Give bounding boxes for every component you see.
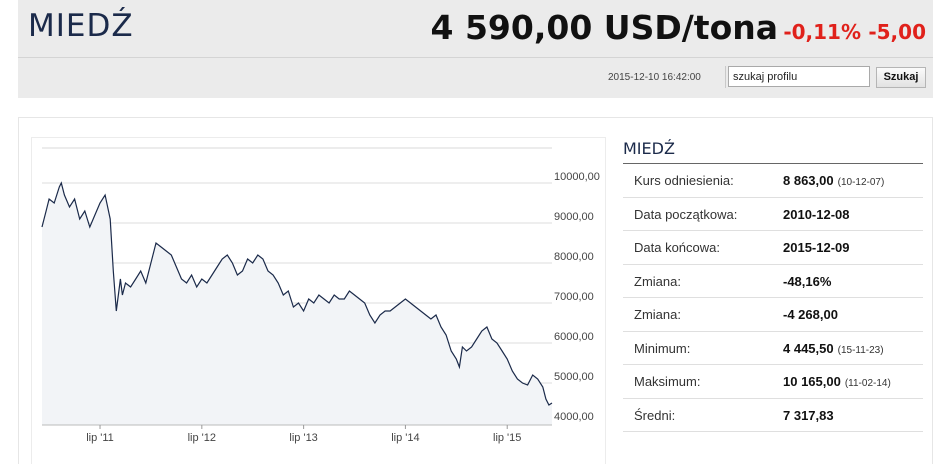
info-row-value: -48,16% bbox=[783, 274, 831, 289]
x-tick-label: lip '13 bbox=[289, 432, 317, 444]
current-price: 4 590,00 USD/tona bbox=[430, 8, 779, 47]
info-title: MIEDŹ bbox=[623, 134, 923, 164]
info-row-date: (15-11-23) bbox=[837, 344, 884, 356]
price-area bbox=[42, 183, 552, 425]
header-divider bbox=[18, 57, 933, 58]
info-row-value-text: 8 863,00 bbox=[783, 173, 834, 188]
info-row: Średni: 7 317,83 bbox=[623, 399, 923, 432]
x-tick-label: lip '12 bbox=[188, 432, 216, 444]
y-tick-label: 6000,00 bbox=[554, 331, 594, 343]
info-row-label: Zmiana: bbox=[634, 273, 681, 289]
info-row-label: Średni: bbox=[634, 407, 676, 423]
info-row: Data końcowa: 2015-12-09 bbox=[623, 231, 923, 265]
info-row-value: 4 445,50 (15-11-23) bbox=[783, 341, 884, 356]
y-tick-label: 5000,00 bbox=[554, 371, 594, 383]
info-row: Minimum: 4 445,50 (15-11-23) bbox=[623, 332, 923, 365]
chart-canvas: 10000,00 9000,00 8000,00 7000,00 6000,00 5000… bbox=[41, 147, 600, 444]
info-row-value-text: 2010-12-08 bbox=[783, 206, 850, 222]
info-row-value: 2010-12-08 bbox=[783, 207, 850, 222]
page-title: MIEDŹ bbox=[28, 8, 134, 44]
search-button[interactable]: Szukaj bbox=[876, 67, 926, 88]
info-row-value-text: 2015-12-09 bbox=[783, 240, 850, 255]
info-row-value: -4 268,00 bbox=[783, 307, 838, 322]
info-row-value-text: 7 317,83 bbox=[783, 407, 834, 423]
y-tick-label: 8000,00 bbox=[554, 251, 594, 263]
info-row: Kurs odniesienia: 8 863,00 (10-12-07) bbox=[623, 164, 923, 198]
info-row-label: Kurs odniesienia: bbox=[634, 173, 734, 188]
x-tick-label: lip '14 bbox=[391, 432, 419, 444]
vertical-divider bbox=[725, 66, 726, 88]
price-chart: 10000,00 9000,00 8000,00 7000,00 6000,00 5000… bbox=[31, 137, 606, 464]
info-row: Zmiana: -48,16% bbox=[623, 265, 923, 298]
info-row-label: Data początkowa: bbox=[634, 206, 738, 222]
info-row-value-text: -48,16% bbox=[783, 273, 832, 289]
info-row-value: 7 317,83 bbox=[783, 408, 834, 423]
y-tick-label: 10000,00 bbox=[554, 171, 600, 183]
info-row-value-text: -4 268,00 bbox=[783, 307, 838, 322]
info-row: Zmiana: -4 268,00 bbox=[623, 298, 923, 332]
info-row-label: Zmiana: bbox=[634, 307, 681, 322]
info-row: Maksimum: 10 165,00 (11-02-14) bbox=[623, 365, 923, 399]
y-tick-label: 4000,00 bbox=[554, 411, 594, 423]
x-tick-label: lip '11 bbox=[86, 432, 114, 444]
y-tick-label: 9000,00 bbox=[554, 211, 594, 223]
timestamp: 2015-12-10 16:42:00 bbox=[608, 72, 701, 83]
info-row-value: 2015-12-09 bbox=[783, 240, 850, 255]
price-line bbox=[41, 181, 553, 406]
change-percent: -0,11% bbox=[783, 20, 861, 44]
info-row: Data początkowa: 2010-12-08 bbox=[623, 198, 923, 231]
info-row-date: (10-12-07) bbox=[837, 177, 885, 188]
info-row-date: (11-02-14) bbox=[844, 378, 891, 389]
header-bar: MIEDŹ 4 590,00 USD/tona -0,11% -5,00 201… bbox=[18, 0, 933, 98]
info-row-value-text: 4 445,50 bbox=[783, 340, 834, 356]
info-row-value-text: 10 165,00 bbox=[783, 374, 841, 389]
info-row-label: Minimum: bbox=[634, 340, 691, 356]
change-absolute: -5,00 bbox=[868, 20, 926, 44]
x-tick-label: lip '15 bbox=[493, 432, 521, 444]
y-tick-label: 7000,00 bbox=[554, 291, 594, 303]
info-row-value: 8 863,00 (10-12-07) bbox=[783, 173, 884, 188]
search-input[interactable] bbox=[728, 66, 870, 87]
info-panel: MIEDŹ Kurs odniesienia: 8 863,00 (10-12-07… bbox=[623, 134, 923, 432]
info-row-value: 10 165,00 (11-02-14) bbox=[783, 374, 891, 389]
content-panel bbox=[18, 117, 933, 464]
info-row-label: Maksimum: bbox=[634, 374, 701, 389]
info-row-label: Data końcowa: bbox=[634, 240, 720, 255]
